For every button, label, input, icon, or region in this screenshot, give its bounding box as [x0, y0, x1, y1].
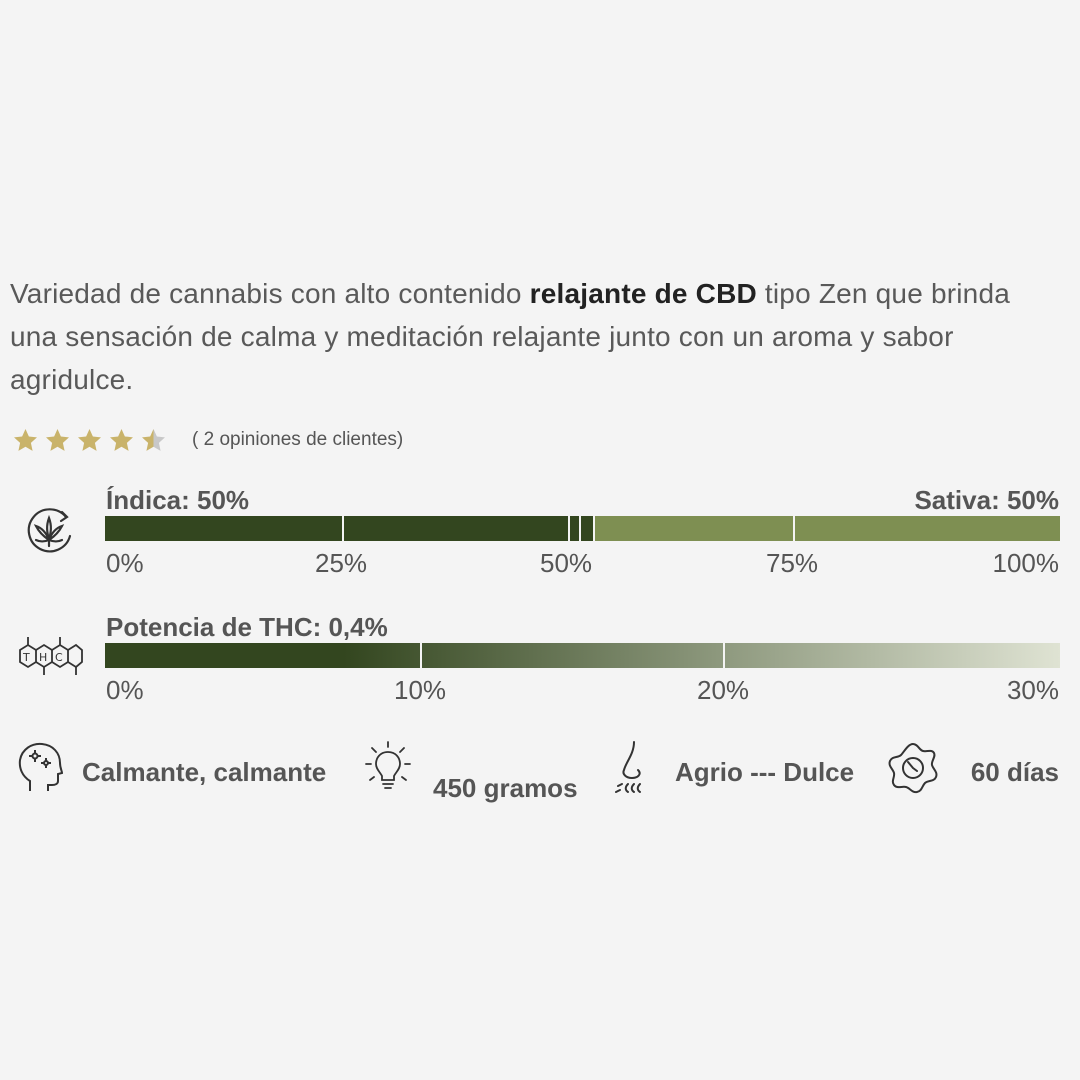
bar-tick	[342, 516, 344, 541]
genetics-bar	[105, 516, 1060, 541]
bar-tick	[579, 516, 581, 541]
rating: ( 2 opiniones de clientes)	[12, 424, 403, 456]
description-text: Variedad de cannabis con alto contenido	[10, 278, 530, 309]
tick-label: 75%	[766, 548, 819, 578]
reviews-link[interactable]: ( 2 opiniones de clientes)	[192, 429, 404, 450]
description-highlight: relajante de CBD	[529, 278, 757, 309]
tick-label: 50%	[540, 548, 593, 578]
head-mind-icon	[18, 742, 64, 791]
bar-tick	[420, 643, 422, 668]
nose-smell-icon	[615, 741, 641, 793]
thc-molecule-icon: T H C	[19, 637, 83, 675]
indica-fill	[105, 516, 593, 541]
cannabis-cycle-icon	[27, 508, 72, 553]
tick-label: 0%	[106, 548, 144, 578]
bar-tick	[793, 516, 795, 541]
tick-label: 20%	[697, 675, 750, 705]
flower-clock-icon	[888, 742, 938, 794]
yield-label: 450 gramos	[433, 773, 578, 803]
star-icon	[46, 428, 69, 451]
svg-text:T: T	[22, 651, 30, 664]
half-star-icon	[142, 428, 165, 451]
flavor-label: Agrio --- Dulce	[675, 757, 855, 787]
tick-label: 10%	[394, 675, 447, 705]
tick-label: 100%	[992, 548, 1060, 578]
effect-label: Calmante, calmante	[82, 757, 327, 787]
tick-label: 25%	[315, 548, 368, 578]
sativa-label: Sativa: 50%	[914, 485, 1059, 515]
svg-text:C: C	[55, 651, 63, 664]
sativa-fill	[595, 516, 1060, 541]
flowering-time-label: 60 días	[970, 757, 1059, 787]
description-text-rest: tipo Zen que brinda una sensación de cal…	[10, 278, 1010, 395]
bar-tick	[723, 643, 725, 668]
star-icon	[110, 428, 133, 451]
star-rating	[12, 427, 167, 454]
svg-text:H: H	[39, 651, 47, 664]
star-icon	[14, 428, 37, 451]
star-icon	[78, 428, 101, 451]
indica-label: Índica: 50%	[106, 485, 250, 515]
thc-bar	[105, 643, 1060, 668]
light-bulb-icon	[365, 741, 411, 789]
thc-label: Potencia de THC: 0,4%	[106, 612, 388, 642]
bar-tick	[568, 516, 570, 541]
tick-label: 30%	[1006, 675, 1059, 705]
product-description: Variedad de cannabis con alto contenido …	[10, 272, 1060, 401]
tick-label: 0%	[106, 675, 144, 705]
